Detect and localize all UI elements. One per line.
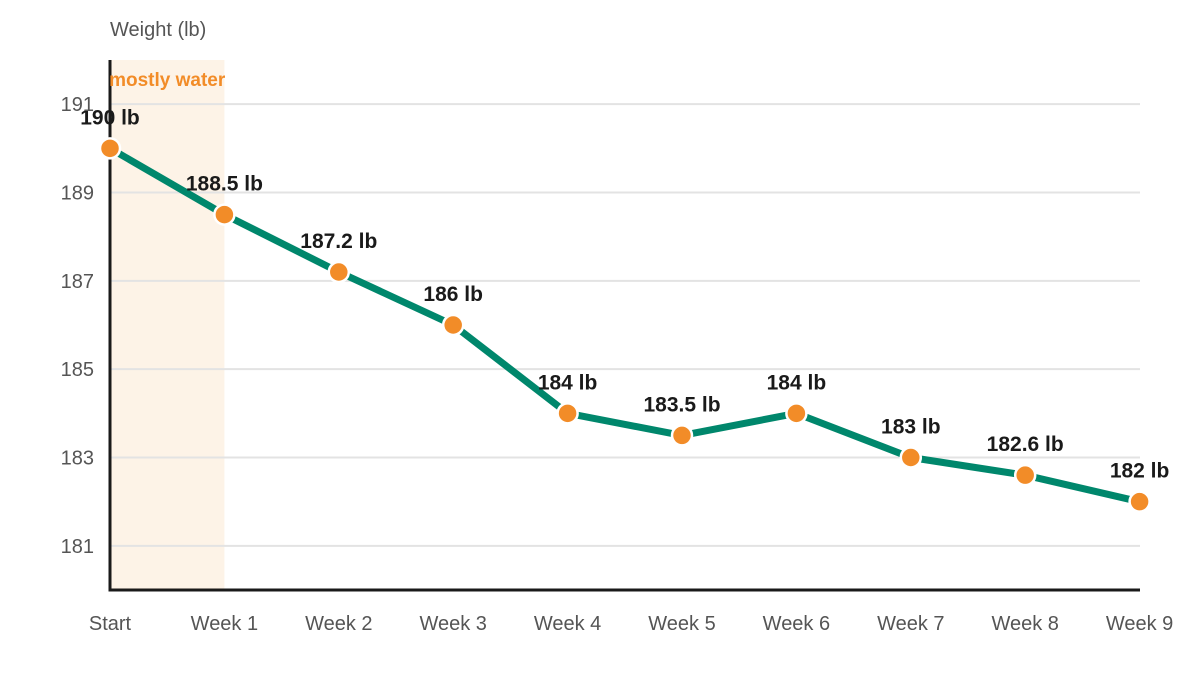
x-tick-label: Week 8 [991, 613, 1058, 635]
data-label: 184 lb [538, 371, 598, 394]
data-label: 184 lb [767, 371, 827, 394]
data-label: 187.2 lb [300, 230, 377, 253]
data-label: 188.5 lb [186, 173, 263, 196]
data-point [1013, 463, 1037, 487]
data-label: 183 lb [881, 416, 941, 439]
x-tick-label: Week 3 [419, 613, 486, 635]
annotation-label: mostly water [109, 70, 226, 91]
series-line [106, 144, 1144, 506]
y-tick-label: 187 [61, 271, 94, 293]
data-point [670, 424, 694, 447]
data-point [899, 446, 923, 469]
y-tick-label: 191 [61, 94, 94, 116]
data-label: 182.6 lb [987, 433, 1064, 456]
y-tick-label: 183 [61, 448, 94, 470]
x-tick-label: Week 5 [648, 613, 715, 635]
data-label: 183.5 lb [643, 393, 720, 416]
x-tick-label: Week 4 [534, 613, 601, 635]
data-point [441, 313, 465, 337]
x-tick-label: Week 9 [1106, 613, 1173, 635]
data-point [213, 203, 236, 226]
x-tick-label: Start [89, 613, 132, 635]
y-tick-label: 185 [61, 359, 94, 381]
data-point [327, 260, 351, 284]
y-tick-label: 189 [61, 183, 94, 205]
data-point [1128, 490, 1151, 513]
data-label: 186 lb [423, 283, 483, 306]
annotation-band [110, 60, 225, 590]
data-label: 190 lb [80, 106, 140, 129]
x-tick-label: Week 1 [191, 613, 258, 635]
x-tick-label: Week 7 [877, 613, 944, 635]
data-point [556, 402, 579, 425]
data-point [98, 137, 122, 160]
data-label: 182 lb [1110, 460, 1170, 483]
x-tick-label: Week 2 [305, 613, 372, 635]
y-axis-title: Weight (lb) [110, 19, 206, 41]
x-tick-label: Week 6 [763, 613, 830, 635]
data-point [785, 402, 808, 425]
y-tick-label: 181 [61, 536, 94, 558]
